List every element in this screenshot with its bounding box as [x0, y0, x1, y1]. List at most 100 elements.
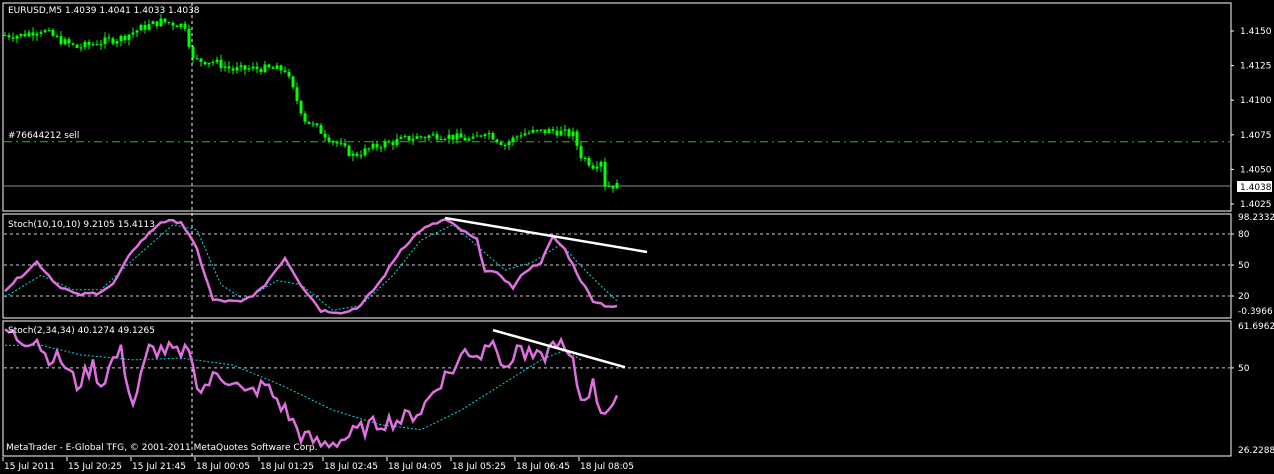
price-bar-body [567, 129, 571, 137]
price-bar-body [163, 18, 167, 23]
stoch1-label: Stoch(10,10,10) 9.2105 15.4113 [8, 220, 155, 230]
price-bar-body [479, 135, 483, 137]
price-axis-label: 1.4025 [1240, 200, 1272, 210]
price-bar-body [311, 123, 315, 125]
price-bar-body [439, 138, 443, 140]
price-bar-body [227, 66, 231, 69]
price-bar-body [399, 137, 403, 139]
stoch1-axis-label: 98.2332 [1238, 213, 1274, 223]
price-bar-body [151, 21, 155, 25]
price-bar-body [499, 141, 503, 145]
price-bar-body [603, 161, 607, 187]
symbol-header: EURUSD,M5 1.4039 1.4041 1.4033 1.4038 [8, 6, 200, 16]
price-bar-body [223, 66, 227, 68]
price-bar-body [559, 130, 563, 136]
price-bar-body [251, 66, 255, 69]
main-panel [2, 2, 1232, 212]
price-bar-body [147, 24, 151, 30]
price-axis-label: 1.4075 [1240, 131, 1272, 141]
stoch1-trendline[interactable] [444, 216, 648, 254]
price-bar-body [39, 32, 43, 34]
price-bar-body [575, 131, 579, 146]
price-bar-body [175, 25, 179, 28]
price-bar-body [511, 137, 515, 143]
price-bar-body [255, 66, 259, 70]
price-bar-body [283, 70, 287, 72]
price-bar-body [95, 44, 99, 46]
price-bar-body [551, 129, 555, 131]
price-bar-body [291, 76, 295, 88]
price-bar-body [215, 59, 219, 62]
price-bar-body [487, 133, 491, 135]
price-bar-body [515, 136, 519, 138]
price-bar-body [367, 148, 371, 150]
price-bar-body [483, 134, 487, 136]
price-bar-body [171, 22, 175, 26]
price-bar-body [75, 44, 79, 49]
time-axis-label: 18 Jul 01:25 [260, 462, 314, 472]
time-axis-label: 18 Jul 08:05 [580, 462, 634, 472]
price-bar-body [303, 113, 307, 122]
price-bar-body [167, 22, 171, 24]
price-bar-body [379, 147, 383, 149]
price-bar-body [71, 43, 75, 45]
price-bar-body [395, 138, 399, 145]
price-bar-body [67, 39, 71, 44]
price-bar-body [447, 134, 451, 139]
price-bar-body [491, 133, 495, 140]
price-bar-body [419, 136, 423, 138]
price-bar-body [83, 41, 87, 48]
price-bar-body [335, 141, 339, 144]
price-bar-body [299, 100, 303, 114]
stoch2-main-line [4, 328, 619, 450]
price-bar-body [287, 71, 291, 77]
price-bar-body [107, 37, 111, 39]
price-bar-body [243, 65, 247, 70]
price-bar-body [191, 46, 195, 59]
price-bar-body [19, 33, 23, 36]
price-bar-body [431, 134, 435, 136]
price-bar-body [495, 139, 499, 142]
time-axis-label: 18 Jul 04:05 [388, 462, 442, 472]
price-bar-body [415, 136, 419, 139]
price-bar-body [183, 23, 187, 29]
price-bar-body [279, 65, 283, 71]
price-bar-body [159, 18, 163, 27]
stoch2-trendline[interactable] [492, 328, 626, 369]
price-bar-body [591, 165, 595, 169]
price-bar-body [43, 30, 47, 33]
price-bar-body [527, 132, 531, 134]
price-bar-body [103, 37, 107, 44]
stoch1-axis-label: 50 [1238, 261, 1250, 271]
price-bar-body [231, 68, 235, 71]
price-bar-body [615, 182, 619, 189]
price-bar-body [519, 135, 523, 137]
price-bar-body [203, 61, 207, 65]
stoch2-signal-line [5, 344, 582, 431]
price-bar-body [179, 23, 183, 28]
price-bar-body [607, 185, 611, 187]
stoch2-axis-label: 50 [1238, 364, 1250, 374]
price-bar-body [315, 123, 319, 126]
price-bar-body [263, 64, 267, 73]
stoch1-axis-label: 80 [1238, 230, 1250, 240]
stoch1-axis-label: 20 [1238, 292, 1250, 302]
time-axis-label: 15 Jul 2011 [4, 462, 55, 472]
price-axis-label: 1.4125 [1240, 62, 1272, 72]
price-bar-body [271, 67, 275, 69]
price-bar-body [47, 30, 51, 32]
price-bar-body [127, 34, 131, 41]
price-bar-body [23, 33, 27, 37]
stoch1-axis-label: -0.3966 [1238, 307, 1273, 317]
price-bar-body [267, 64, 271, 68]
order-label: #76644212 sell [8, 131, 79, 141]
price-bar-body [123, 35, 127, 41]
price-bar-body [555, 130, 559, 136]
price-bar-body [459, 133, 463, 138]
stoch1-signal-line [4, 224, 618, 312]
price-bar-body [475, 135, 479, 137]
stoch1-panel [2, 213, 1232, 319]
price-bar-body [403, 136, 407, 138]
price-bar-body [331, 141, 335, 143]
